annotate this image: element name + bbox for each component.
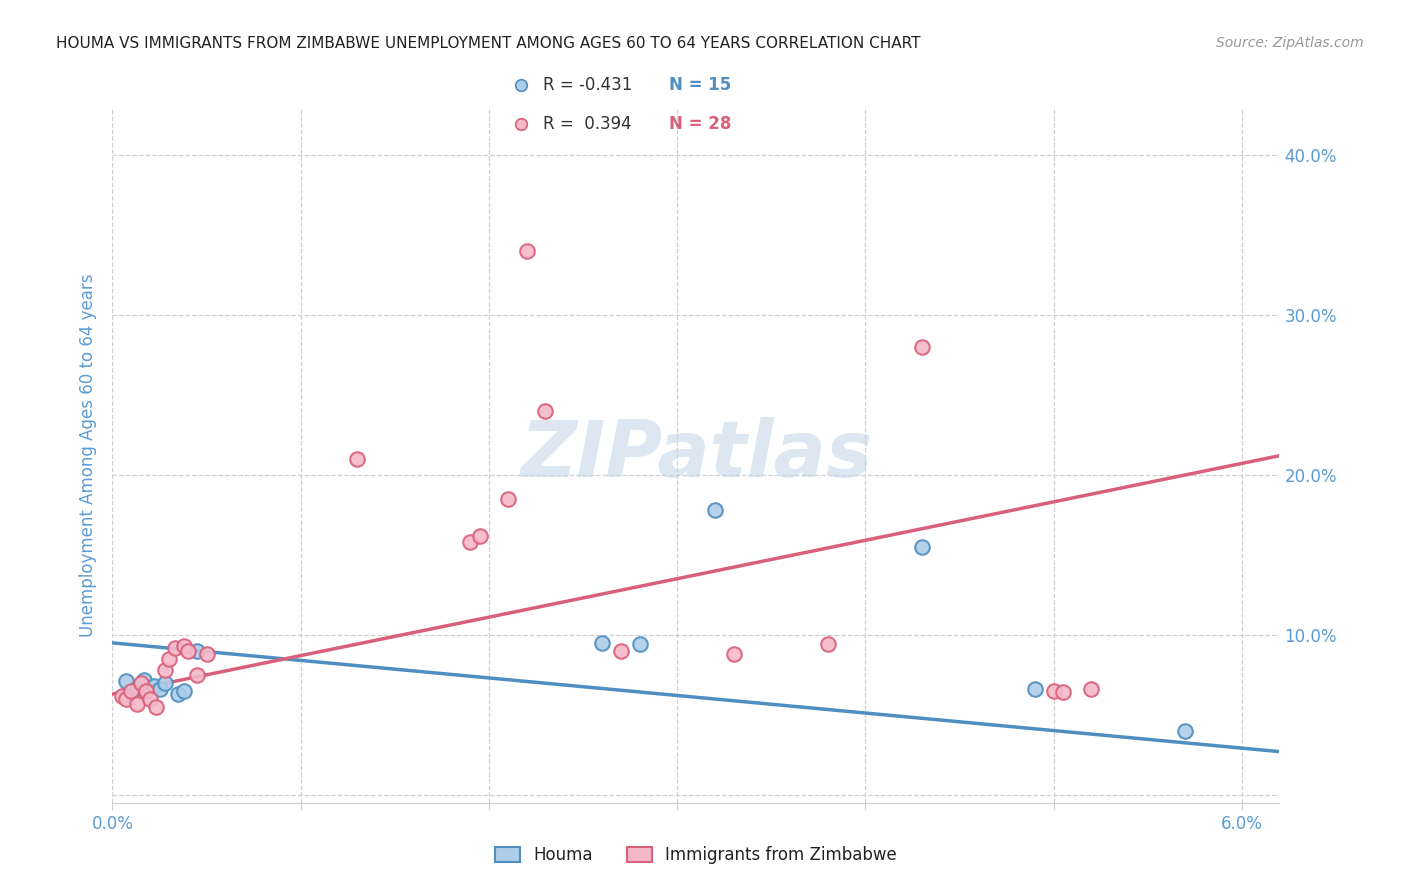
Point (125, 697, 148, 711)
Point (703, 503, 725, 517)
Point (1174, 723, 1197, 738)
Point (142, 679, 165, 693)
Point (516, 244, 538, 258)
Point (609, 644, 631, 658)
Point (1024, 682, 1046, 697)
Point (114, 674, 136, 689)
Text: R = -0.431: R = -0.431 (543, 77, 633, 95)
Point (195, 647, 218, 661)
Point (139, 691, 162, 706)
Point (167, 687, 190, 701)
Point (129, 676, 152, 690)
Point (125, 681, 148, 695)
Point (510, 78, 533, 93)
Point (628, 637, 651, 651)
Point (496, 491, 519, 506)
Text: ZIPatlas: ZIPatlas (520, 417, 872, 493)
Point (911, 540, 934, 554)
Point (591, 636, 613, 650)
Point (1052, 685, 1074, 699)
Point (114, 691, 136, 706)
Point (468, 529, 491, 543)
Point (346, 451, 368, 466)
Point (153, 663, 176, 677)
Point (145, 699, 167, 714)
Point (817, 637, 839, 651)
Point (134, 673, 156, 687)
Text: N = 15: N = 15 (669, 77, 731, 95)
Point (157, 652, 180, 666)
Text: N = 28: N = 28 (669, 115, 731, 133)
Point (186, 644, 208, 658)
Point (135, 683, 157, 698)
Y-axis label: Unemployment Among Ages 60 to 64 years: Unemployment Among Ages 60 to 64 years (79, 273, 97, 637)
Text: Source: ZipAtlas.com: Source: ZipAtlas.com (1216, 36, 1364, 50)
Point (723, 647, 745, 661)
Point (1080, 682, 1102, 697)
Point (458, 535, 481, 549)
Text: HOUMA VS IMMIGRANTS FROM ZIMBABWE UNEMPLOYMENT AMONG AGES 60 TO 64 YEARS CORRELA: HOUMA VS IMMIGRANTS FROM ZIMBABWE UNEMPL… (56, 36, 921, 51)
Point (153, 676, 176, 690)
Point (111, 689, 134, 703)
Point (911, 340, 934, 354)
Point (177, 644, 200, 658)
Point (534, 404, 557, 418)
Point (163, 640, 186, 655)
Text: R =  0.394: R = 0.394 (543, 115, 631, 133)
Point (1042, 683, 1064, 698)
Point (186, 668, 208, 682)
Point (120, 683, 142, 698)
Point (148, 682, 170, 697)
Point (510, 117, 533, 131)
Legend: Houma, Immigrants from Zimbabwe: Houma, Immigrants from Zimbabwe (489, 839, 903, 871)
Point (173, 683, 195, 698)
Point (173, 639, 195, 653)
